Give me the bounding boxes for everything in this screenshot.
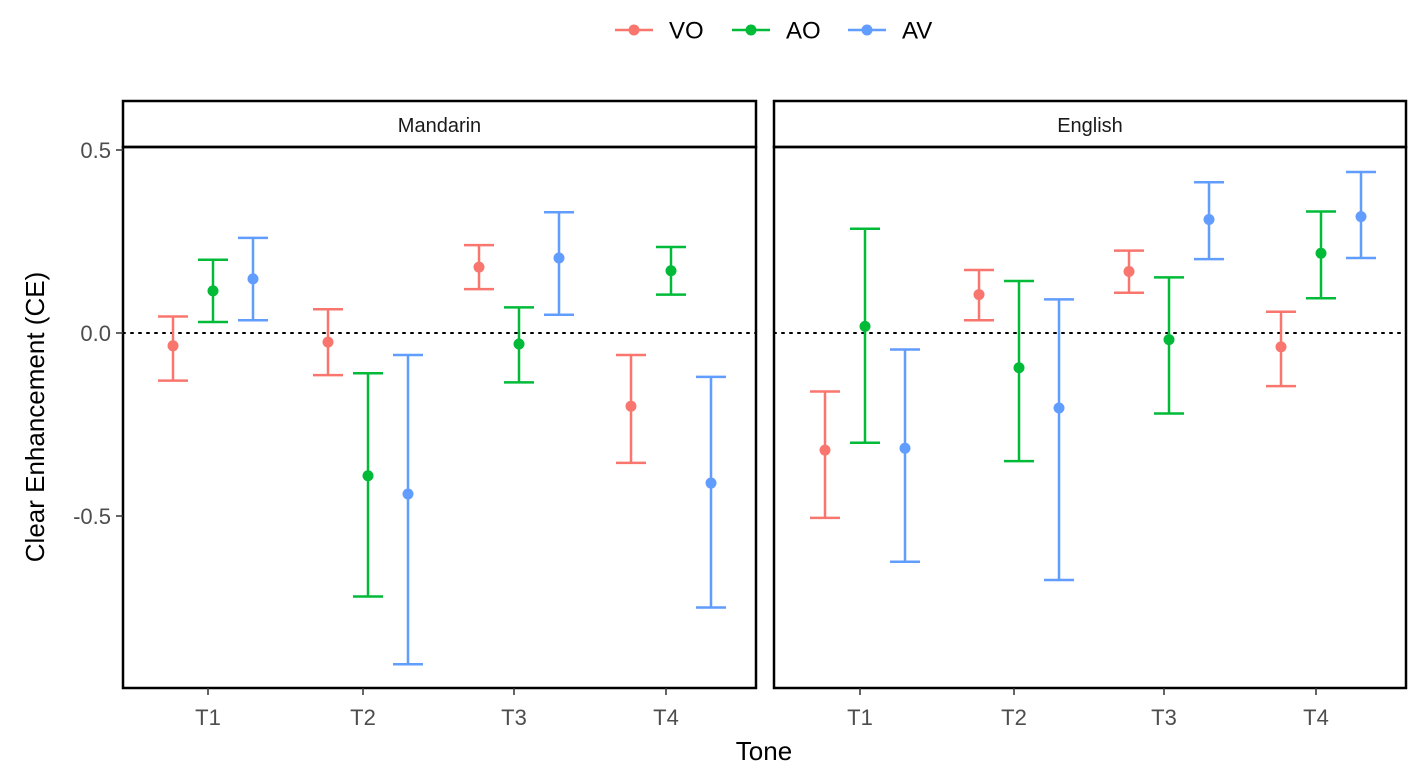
point-mandarin-ao-t1 xyxy=(207,285,219,297)
y-axis: 0.5 0.0 -0.5 xyxy=(73,138,123,529)
plot-border-mandarin xyxy=(121,145,758,690)
panel-mandarin: Mandarin T1 T2 T3 T4 xyxy=(121,99,758,730)
point-mandarin-vo-t4 xyxy=(625,400,637,412)
strip-label-mandarin: Mandarin xyxy=(398,115,481,137)
y-axis-title: Clear Enhancement (CE) xyxy=(20,272,50,562)
x-axis-title: Tone xyxy=(736,736,792,766)
strip-label-english: English xyxy=(1057,115,1123,137)
legend-label-vo: VO xyxy=(669,18,704,45)
x-tick-label-mandarin-t2: T2 xyxy=(350,705,376,730)
x-tick-label-mandarin-t4: T4 xyxy=(653,705,679,730)
point-english-vo-t1 xyxy=(819,444,831,456)
point-mandarin-vo-t2 xyxy=(322,336,334,348)
point-english-av-t2 xyxy=(1053,402,1065,414)
x-tick-label-mandarin-t1: T1 xyxy=(195,705,221,730)
point-mandarin-vo-t3 xyxy=(473,261,485,273)
x-tick-label-mandarin-t3: T3 xyxy=(501,705,527,730)
panel-english: English T1 T2 T3 T4 xyxy=(772,99,1408,730)
point-english-ao-t4 xyxy=(1315,247,1327,259)
point-english-av-t1 xyxy=(899,442,911,454)
point-mandarin-av-t2 xyxy=(402,488,414,500)
legend-key-point-vo xyxy=(628,24,640,36)
point-english-av-t4 xyxy=(1355,211,1367,223)
point-english-vo-t2 xyxy=(973,289,985,301)
point-english-ao-t3 xyxy=(1163,334,1175,346)
x-tick-label-english-t4: T4 xyxy=(1303,705,1329,730)
point-english-av-t3 xyxy=(1203,214,1215,226)
point-mandarin-av-t1 xyxy=(247,273,259,285)
strip-mandarin xyxy=(121,99,758,149)
legend-label-ao: AO xyxy=(786,18,821,45)
x-tick-label-english-t1: T1 xyxy=(847,705,873,730)
point-mandarin-ao-t3 xyxy=(513,338,525,350)
legend-key-point-av xyxy=(861,24,873,36)
point-english-ao-t1 xyxy=(859,320,871,332)
x-tick-label-english-t2: T2 xyxy=(1001,705,1027,730)
plot-border-english xyxy=(772,145,1408,690)
point-mandarin-vo-t1 xyxy=(167,340,179,352)
facet-panels: Mandarin T1 T2 T3 T4 English T1 T2 T3 T4 0.5 0.0 -0.… xyxy=(73,99,1408,730)
point-mandarin-ao-t2 xyxy=(362,470,374,482)
point-english-vo-t4 xyxy=(1275,341,1287,353)
point-mandarin-av-t3 xyxy=(553,252,565,264)
legend: VO AO AV xyxy=(615,18,932,45)
point-english-vo-t3 xyxy=(1123,266,1135,278)
point-mandarin-av-t4 xyxy=(705,477,717,489)
y-tick-label-1: 0.0 xyxy=(80,321,111,346)
x-tick-label-english-t3: T3 xyxy=(1151,705,1177,730)
legend-key-point-ao xyxy=(745,24,757,36)
y-tick-label-0: 0.5 xyxy=(80,138,111,163)
point-mandarin-ao-t4 xyxy=(665,265,677,277)
y-tick-label-2: -0.5 xyxy=(73,504,111,529)
legend-label-av: AV xyxy=(902,18,932,45)
point-english-ao-t2 xyxy=(1013,362,1025,374)
